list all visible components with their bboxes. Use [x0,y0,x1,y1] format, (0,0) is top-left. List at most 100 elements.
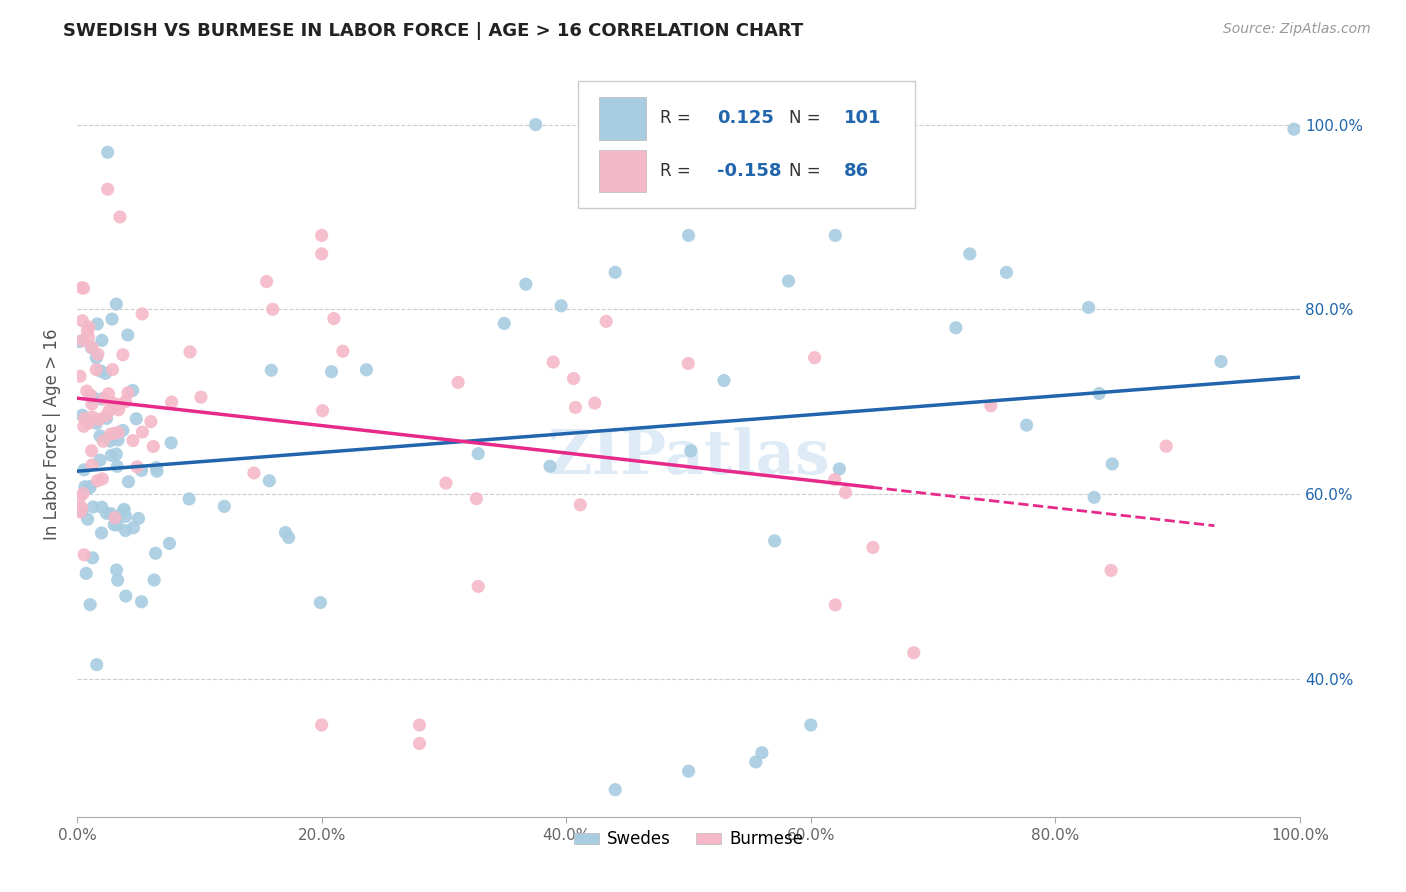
Point [82,390,104,404]
Point [98,434,121,448]
Point [131,425,153,439]
Point [605,265,627,279]
Point [101,396,124,410]
Y-axis label: In Labor Force | Age > 16: In Labor Force | Age > 16 [44,328,60,540]
Point [111,348,134,362]
Point [105,563,128,577]
Point [515,277,537,292]
Point [96,506,118,520]
Point [70,504,93,518]
Point [72,334,94,348]
Point [73,480,96,494]
Point [77,416,100,430]
Point [959,247,981,261]
Point [562,371,585,385]
Point [105,297,128,311]
Point [828,462,851,476]
Bar [599,150,645,192]
Point [713,374,735,388]
Point [112,502,135,516]
Point [160,395,183,409]
Point [114,524,136,538]
Point [101,312,124,326]
Text: R =: R = [661,161,692,180]
Point [679,443,702,458]
Point [79,479,101,493]
Point [90,364,112,378]
Point [97,182,120,196]
Text: 86: 86 [844,161,869,180]
Point [131,307,153,321]
Point [678,357,700,371]
Point [550,299,572,313]
Text: ZIPatlas: ZIPatlas [547,427,830,487]
Point [145,460,167,475]
Point [101,362,124,376]
Point [90,526,112,541]
Point [84,362,107,376]
Point [311,403,333,417]
Point [80,340,103,354]
Point [122,434,145,448]
Point [104,510,127,524]
Point [1209,354,1232,368]
Point [100,427,122,442]
Point [125,459,148,474]
Point [214,500,236,514]
Point [82,550,104,565]
Point [86,317,108,331]
Point [243,466,266,480]
Point [800,718,823,732]
Point [114,394,136,409]
Point [1077,301,1099,315]
Point [763,533,786,548]
Point [583,396,606,410]
Point [1154,439,1177,453]
Point [160,435,183,450]
Point [824,598,846,612]
Point [179,345,201,359]
Point [103,426,125,441]
Point [93,392,115,406]
Point [105,447,128,461]
Point [803,351,825,365]
Point [447,376,470,390]
Point [100,448,122,462]
Point [595,314,617,328]
Point [79,388,101,402]
Point [105,518,128,533]
Point [408,736,430,750]
Point [87,412,110,426]
Point [145,546,167,560]
Point [114,509,136,524]
Point [995,265,1018,279]
Point [1099,563,1122,577]
Point [356,363,378,377]
Point [84,351,107,365]
Point [80,458,103,472]
Point [564,401,586,415]
Point [94,409,117,423]
Point [91,472,114,486]
Point [103,517,125,532]
Point [467,447,489,461]
Point [70,281,93,295]
Point [117,475,139,489]
Point [107,402,129,417]
Point [311,718,333,732]
Point [745,755,768,769]
Point [90,392,112,406]
Point [69,334,91,349]
Point [111,423,134,437]
Point [108,210,131,224]
Point [131,595,153,609]
Point [77,330,100,344]
Text: R =: R = [661,110,692,128]
Point [82,409,104,424]
Point [945,320,967,334]
Point [114,589,136,603]
Point [82,500,104,514]
Point [751,746,773,760]
Point [80,397,103,411]
Point [107,425,129,440]
